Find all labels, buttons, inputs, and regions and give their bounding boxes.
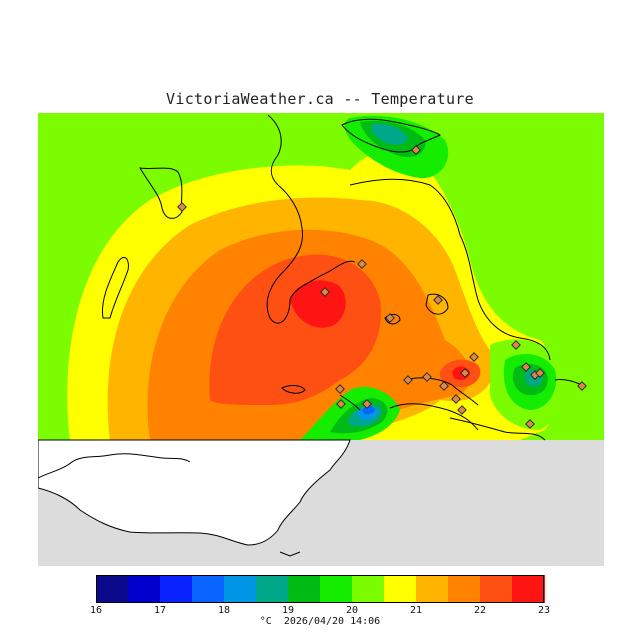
station-marker[interactable] xyxy=(469,352,479,362)
station-marker[interactable] xyxy=(525,419,535,429)
station-marker[interactable] xyxy=(362,399,372,409)
coastlines xyxy=(101,114,586,441)
color-legend xyxy=(96,575,545,603)
map-title: VictoriaWeather.ca -- Temperature xyxy=(166,90,474,108)
legend-swatch xyxy=(160,575,193,603)
station-marker[interactable] xyxy=(177,202,187,212)
legend-swatch xyxy=(480,575,513,603)
legend-swatch xyxy=(384,575,417,603)
legend-swatch xyxy=(320,575,353,603)
land-masses xyxy=(38,439,351,557)
legend-tick-label: 19 xyxy=(281,605,295,616)
legend-outline xyxy=(96,575,544,603)
legend-tick-label: 17 xyxy=(153,605,167,616)
station-marker[interactable] xyxy=(422,372,432,382)
legend-swatch xyxy=(224,575,257,603)
legend-footer: °C 2026/04/20 14:06 xyxy=(0,616,640,627)
station-marker[interactable] xyxy=(535,368,545,378)
station-marker[interactable] xyxy=(511,340,521,350)
legend-tick-label: 16 xyxy=(89,605,103,616)
legend-swatch xyxy=(448,575,481,603)
legend-unit: °C xyxy=(259,616,272,627)
south-landmass xyxy=(38,439,351,546)
legend-swatch xyxy=(512,575,545,603)
legend-swatch xyxy=(256,575,289,603)
station-marker[interactable] xyxy=(460,368,470,378)
station-marker[interactable] xyxy=(521,362,531,372)
station-marker[interactable] xyxy=(336,399,346,409)
station-marker[interactable] xyxy=(439,381,449,391)
station-marker[interactable] xyxy=(433,295,443,305)
station-marker[interactable] xyxy=(320,287,330,297)
legend-swatch xyxy=(96,575,129,603)
legend-swatch xyxy=(192,575,225,603)
station-marker[interactable] xyxy=(357,259,367,269)
station-marker[interactable] xyxy=(577,381,587,391)
weather-stations[interactable] xyxy=(177,145,587,429)
legend-tick-label: 21 xyxy=(409,605,423,616)
station-marker[interactable] xyxy=(335,384,345,394)
legend-swatch xyxy=(288,575,321,603)
legend-swatch xyxy=(128,575,161,603)
legend-tick-label: 22 xyxy=(473,605,487,616)
legend-swatch xyxy=(416,575,449,603)
station-marker[interactable] xyxy=(385,313,395,323)
station-marker[interactable] xyxy=(457,405,467,415)
legend-tick-label: 20 xyxy=(345,605,359,616)
station-marker[interactable] xyxy=(411,145,421,155)
station-marker[interactable] xyxy=(403,375,413,385)
timestamp: 2026/04/20 14:06 xyxy=(283,616,381,627)
station-marker[interactable] xyxy=(451,394,461,404)
legend-tick-label: 18 xyxy=(217,605,231,616)
legend-tick-label: 23 xyxy=(537,605,551,616)
legend-swatch xyxy=(352,575,385,603)
temperature-field xyxy=(38,113,604,441)
